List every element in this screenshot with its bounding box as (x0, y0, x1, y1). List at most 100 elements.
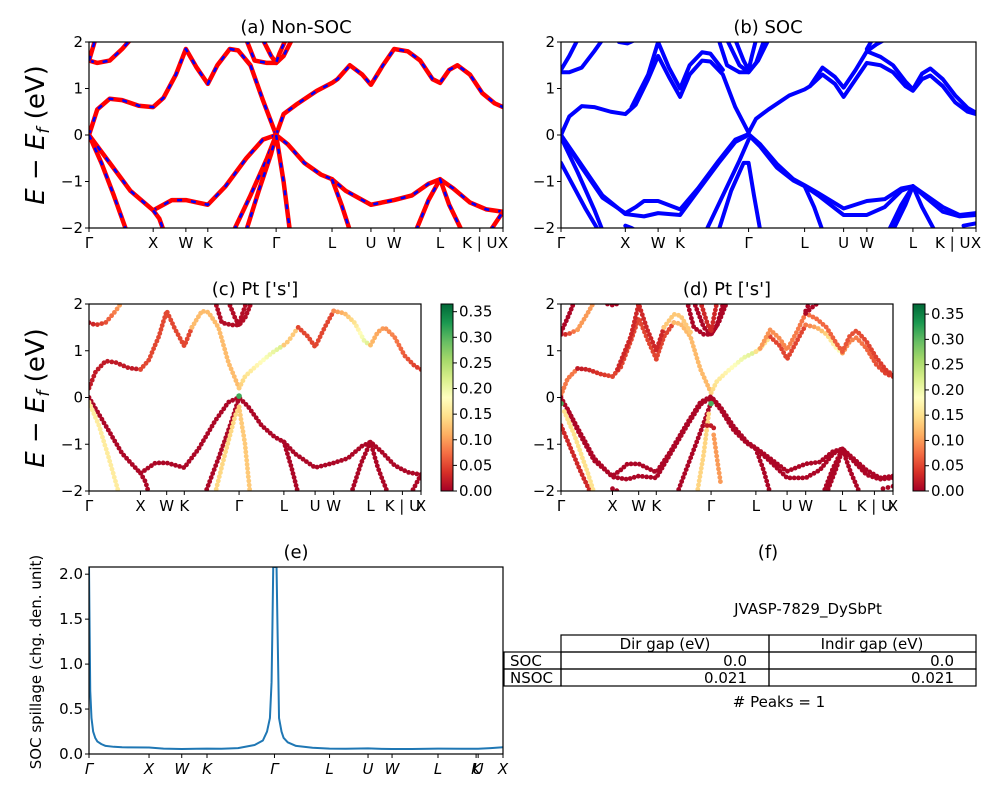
band-point (574, 425, 579, 431)
band-point (677, 483, 683, 488)
band-point (692, 443, 698, 449)
ytick-label: −1 (533, 173, 555, 191)
band-point (705, 323, 711, 329)
table-row-nsoc-indir: 0.021 (911, 669, 954, 687)
band-point (686, 418, 691, 424)
band-point (746, 353, 751, 358)
band-point (885, 485, 891, 490)
band-point (569, 449, 575, 455)
band-point (686, 304, 688, 305)
panel-e-ylabel: SOC spillage (chg. den. unit) (27, 555, 45, 770)
band-point (90, 321, 96, 327)
band-point (590, 487, 596, 491)
band-point (582, 463, 588, 469)
xtick-label: X (416, 497, 426, 515)
band-point (640, 463, 646, 469)
band-point (681, 318, 687, 324)
band-point (673, 440, 679, 445)
band-point (563, 412, 569, 418)
band-point (323, 323, 329, 328)
band-point (631, 323, 636, 329)
band-point (567, 331, 572, 336)
band-point (689, 451, 695, 457)
band-point (795, 337, 800, 343)
band-point (359, 334, 365, 340)
band-point (723, 304, 725, 305)
band-point (838, 450, 844, 456)
band-point (211, 467, 217, 472)
band-point (697, 363, 702, 369)
panel-f: (f) JVASP-7829_DySbPt Dir gap (eV) Indir… (503, 542, 977, 711)
band-point (575, 366, 580, 371)
xtick-label: U (310, 497, 321, 515)
band-point (241, 437, 247, 443)
band-point (636, 461, 642, 467)
band-point (621, 464, 627, 470)
band-point (228, 428, 234, 434)
band-point (164, 309, 170, 315)
band-point (125, 365, 131, 370)
band-point (355, 327, 361, 332)
band-point (577, 447, 583, 453)
ytick-label: 2 (73, 295, 83, 313)
colorbar-tick-label: 0.15 (931, 406, 964, 424)
band-point (826, 328, 831, 333)
band-point (664, 321, 669, 327)
band-point (781, 342, 787, 348)
band-point (563, 434, 569, 440)
band-point (815, 326, 821, 331)
band-point (701, 453, 706, 459)
band-point (293, 328, 298, 334)
band-point (795, 326, 801, 332)
band-point (264, 354, 270, 360)
band-point (218, 409, 224, 415)
band-point (699, 304, 702, 305)
band-point (648, 467, 653, 472)
band-point (609, 304, 615, 308)
xtick-label: K (651, 497, 662, 515)
band-point (641, 316, 646, 322)
band-point (843, 341, 849, 347)
band-point (189, 455, 195, 461)
band-line-soc (561, 42, 579, 72)
band-point (376, 328, 382, 334)
band-point (757, 346, 763, 351)
band-point (598, 371, 604, 377)
band-point (215, 478, 221, 484)
band-point (568, 424, 574, 430)
band-point (645, 328, 651, 333)
xtick-label: X (888, 497, 898, 515)
band-point (281, 439, 287, 445)
band-point (757, 458, 763, 464)
band-point (287, 446, 293, 451)
band-point (840, 446, 845, 452)
band-point (580, 455, 585, 461)
band-point (298, 327, 304, 333)
band-point (402, 468, 408, 474)
band-point (240, 378, 246, 384)
band-line-overlay (89, 47, 278, 136)
xtick-label: X (498, 234, 508, 252)
band-point (837, 345, 843, 351)
band-point (394, 339, 400, 344)
band-point (586, 447, 591, 453)
band-point (339, 458, 344, 463)
band-point (183, 340, 189, 346)
band-point (114, 442, 120, 447)
band-point (723, 304, 728, 308)
band-point (742, 354, 748, 360)
band-point (721, 409, 727, 415)
band-point (392, 335, 398, 341)
band-point (796, 475, 801, 481)
band-point (566, 420, 572, 426)
panel-d-colorbar-ticks: 0.35 0.30 0.25 0.20 0.15 0.10 0.05 0.00 (925, 305, 964, 500)
band-point (101, 420, 107, 426)
band-point (697, 474, 703, 480)
ytick-label: 0 (73, 126, 83, 144)
band-point (95, 322, 100, 327)
band-point (307, 336, 313, 342)
band-point (114, 306, 120, 312)
band-point (356, 446, 362, 452)
band-point (779, 346, 784, 352)
band-point (216, 474, 222, 480)
